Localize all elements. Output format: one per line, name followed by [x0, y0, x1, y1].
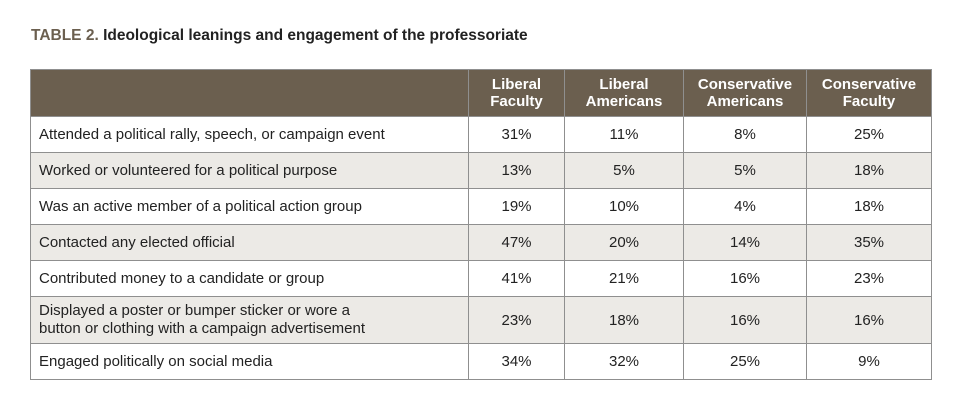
cell-liberal-americans: 10% [564, 188, 684, 225]
header-line: Faculty [842, 93, 896, 110]
cell-liberal-americans: 5% [564, 152, 684, 189]
row-label: Displayed a poster or bumper sticker or … [30, 296, 469, 344]
cell-liberal-faculty: 41% [468, 260, 565, 297]
cell-conservative-americans: 8% [683, 116, 807, 153]
cell-liberal-americans: 11% [564, 116, 684, 153]
cell-liberal-faculty: 47% [468, 224, 565, 261]
cell-conservative-americans: 5% [683, 152, 807, 189]
header-liberal-faculty: Liberal Faculty [468, 69, 565, 117]
header-liberal-americans: Liberal Americans [564, 69, 684, 117]
cell-conservative-faculty: 18% [806, 152, 932, 189]
header-line: Liberal [599, 76, 649, 93]
cell-liberal-faculty: 23% [468, 296, 565, 344]
table-row: Contacted any elected official 47% 20% 1… [30, 224, 932, 261]
header-blank [30, 69, 469, 117]
cell-liberal-americans: 20% [564, 224, 684, 261]
engagement-table: Liberal Faculty Liberal Americans Conser… [30, 69, 932, 380]
cell-conservative-faculty: 25% [806, 116, 932, 153]
header-line: Liberal [491, 76, 542, 93]
table-caption: Ideological leanings and engagement of t… [103, 27, 528, 44]
table-row: Contributed money to a candidate or grou… [30, 260, 932, 297]
cell-liberal-faculty: 34% [468, 343, 565, 380]
table-row: Worked or volunteered for a political pu… [30, 152, 932, 189]
cell-conservative-faculty: 18% [806, 188, 932, 225]
row-label: Contacted any elected official [30, 224, 469, 261]
row-label: Was an active member of a political acti… [30, 188, 469, 225]
row-label: Contributed money to a candidate or grou… [30, 260, 469, 297]
table-number: TABLE 2. [31, 27, 99, 44]
table-row: Displayed a poster or bumper sticker or … [30, 296, 932, 344]
cell-conservative-faculty: 35% [806, 224, 932, 261]
header-row: Liberal Faculty Liberal Americans Conser… [30, 69, 932, 117]
table-title: TABLE 2. Ideological leanings and engage… [31, 27, 528, 45]
cell-conservative-faculty: 23% [806, 260, 932, 297]
cell-liberal-faculty: 19% [468, 188, 565, 225]
cell-conservative-americans: 4% [683, 188, 807, 225]
header-conservative-faculty: Conservative Faculty [806, 69, 932, 117]
row-label-line: Displayed a poster or bumper sticker or … [39, 302, 350, 319]
cell-conservative-americans: 16% [683, 260, 807, 297]
header-conservative-americans: Conservative Americans [683, 69, 807, 117]
cell-conservative-faculty: 9% [806, 343, 932, 380]
table-row: Attended a political rally, speech, or c… [30, 116, 932, 153]
table-row: Was an active member of a political acti… [30, 188, 932, 225]
table-row: Engaged politically on social media 34% … [30, 343, 932, 380]
cell-conservative-faculty: 16% [806, 296, 932, 344]
header-line: Conservative [697, 76, 793, 93]
row-label-line: button or clothing with a campaign adver… [39, 320, 366, 337]
header-line: Americans [585, 93, 663, 110]
row-label: Attended a political rally, speech, or c… [30, 116, 469, 153]
cell-conservative-americans: 14% [683, 224, 807, 261]
header-line: Conservative [821, 76, 917, 93]
cell-liberal-faculty: 31% [468, 116, 565, 153]
row-label: Engaged politically on social media [30, 343, 469, 380]
header-line: Americans [706, 93, 784, 110]
cell-conservative-americans: 16% [683, 296, 807, 344]
cell-liberal-faculty: 13% [468, 152, 565, 189]
cell-liberal-americans: 21% [564, 260, 684, 297]
cell-conservative-americans: 25% [683, 343, 807, 380]
cell-liberal-americans: 18% [564, 296, 684, 344]
row-label: Worked or volunteered for a political pu… [30, 152, 469, 189]
cell-liberal-americans: 32% [564, 343, 684, 380]
header-line: Faculty [490, 93, 543, 110]
